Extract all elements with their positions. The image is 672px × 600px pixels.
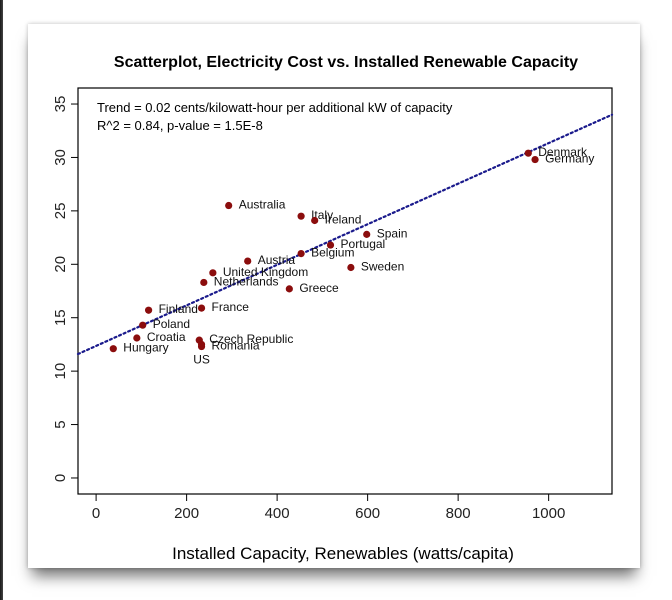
point-label: Sweden bbox=[361, 259, 404, 273]
data-point bbox=[311, 216, 319, 225]
point-label: Spain bbox=[377, 226, 408, 240]
data-point bbox=[197, 340, 206, 349]
x-tick-label: 600 bbox=[355, 505, 380, 522]
point-label: Belgium bbox=[311, 246, 354, 260]
point-label: Czech Republic bbox=[209, 332, 293, 346]
point-label: France bbox=[212, 300, 250, 314]
x-tick-label: 400 bbox=[265, 505, 290, 522]
point-label: Germany bbox=[545, 152, 594, 166]
point-label: Australia bbox=[239, 198, 286, 212]
y-tick-label: 30 bbox=[52, 149, 69, 166]
data-point bbox=[363, 230, 371, 238]
y-tick-label: 35 bbox=[52, 96, 69, 113]
axes-group: 0 200 400 600 800 1000 0 5 10 15 20 25 30 35 bbox=[52, 87, 613, 522]
data-point bbox=[531, 155, 539, 164]
data-point bbox=[297, 212, 305, 220]
y-tick-label: 20 bbox=[52, 256, 69, 273]
point-label: United Kingdom bbox=[223, 265, 308, 279]
data-point bbox=[133, 334, 141, 342]
point-label: Ireland bbox=[325, 212, 362, 226]
x-axis-label: Installed Capacity, Renewables (watts/ca… bbox=[172, 544, 514, 563]
window-left-edge bbox=[0, 0, 3, 600]
point-label: Finland bbox=[159, 302, 198, 316]
point-label: Denmark bbox=[538, 145, 588, 159]
data-point bbox=[209, 269, 217, 277]
y-tick-label: 5 bbox=[52, 420, 69, 428]
point-label: Greece bbox=[299, 281, 339, 295]
y-tick-label: 25 bbox=[52, 203, 69, 220]
data-point bbox=[297, 250, 305, 258]
data-point bbox=[244, 257, 252, 265]
point-label: Portugal bbox=[341, 237, 386, 251]
data-point bbox=[200, 278, 208, 287]
point-label: Croatia bbox=[147, 330, 186, 344]
trend-group bbox=[76, 113, 614, 356]
data-point bbox=[109, 345, 117, 353]
data-point bbox=[326, 241, 335, 249]
x-tick-label: 0 bbox=[92, 505, 100, 522]
point-label: Netherlands bbox=[214, 274, 279, 288]
x-tick-label: 800 bbox=[446, 505, 471, 522]
data-point bbox=[285, 285, 293, 293]
chart-card bbox=[28, 24, 640, 568]
data-point bbox=[524, 149, 532, 157]
data-point bbox=[225, 201, 233, 210]
data-point bbox=[139, 321, 147, 329]
y-tick-label: 0 bbox=[52, 474, 69, 482]
point-label: Poland bbox=[153, 317, 190, 331]
point-label: US bbox=[193, 352, 210, 366]
trend-annotation: Trend = 0.02 cents/kilowatt-hour per add… bbox=[97, 100, 453, 115]
data-point bbox=[144, 306, 153, 314]
chart-title: Scatterplot, Electricity Cost vs. Instal… bbox=[114, 54, 578, 71]
plot-frame bbox=[77, 87, 613, 495]
y-tick-label: 10 bbox=[52, 363, 69, 380]
trend-line bbox=[76, 113, 614, 356]
x-tick-label: 1000 bbox=[532, 505, 565, 522]
points-group: DenmarkGermanyAustraliaItalyIrelandSpain… bbox=[109, 145, 594, 366]
data-point bbox=[347, 263, 355, 272]
point-label: Romania bbox=[212, 339, 260, 353]
data-point bbox=[197, 304, 206, 312]
x-tick-label: 200 bbox=[174, 505, 199, 522]
r2-annotation: R^2 = 0.84, p-value = 1.5E-8 bbox=[97, 118, 263, 133]
point-label: Hungary bbox=[123, 341, 168, 355]
point-label: Austria bbox=[258, 253, 296, 267]
y-tick-label: 15 bbox=[52, 309, 69, 326]
